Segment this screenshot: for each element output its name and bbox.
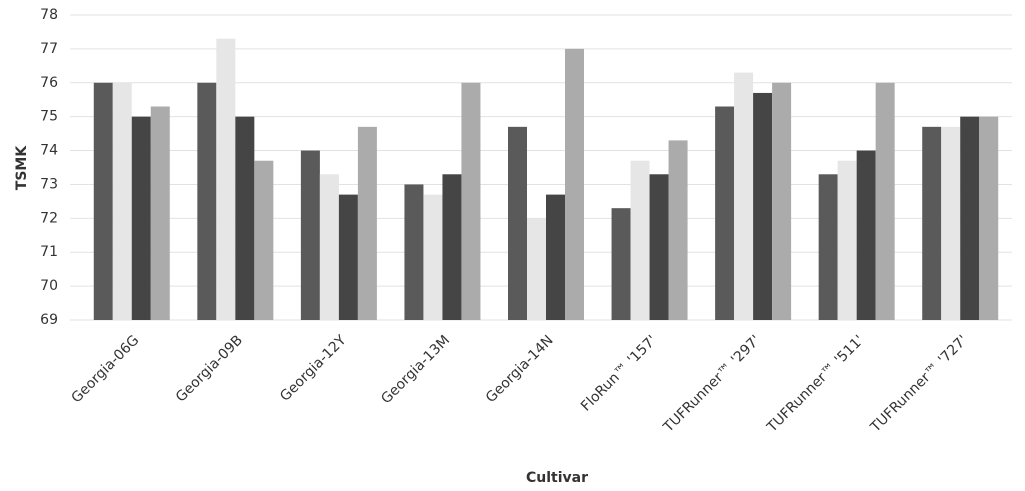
bar (960, 117, 979, 320)
bar (857, 151, 876, 320)
bar (301, 151, 320, 320)
bar (132, 117, 151, 320)
bar (734, 73, 753, 320)
bar (254, 161, 273, 320)
y-tick-label: 72 (40, 210, 58, 226)
bar (151, 107, 170, 321)
bar (320, 174, 339, 320)
bar (612, 208, 631, 320)
x-tick-label: TUFRunner™ '511' (764, 332, 868, 436)
y-tick-label: 77 (40, 41, 58, 57)
bar (922, 127, 941, 320)
x-axis-title: Cultivar (526, 470, 588, 486)
bar (216, 39, 235, 320)
x-tick-label: FloRun™ '157' (578, 332, 660, 414)
bar (753, 93, 772, 320)
x-tick-label: Georgia-09B (173, 332, 246, 405)
bar (527, 218, 546, 320)
bar (669, 140, 688, 320)
bar (442, 174, 461, 320)
y-axis-title: TSMK (14, 145, 30, 191)
bar (508, 127, 527, 320)
x-tick-label: Georgia-14N (483, 332, 557, 406)
x-tick-label: Georgia-06G (68, 332, 142, 406)
x-tick-label: Georgia-12Y (277, 332, 350, 405)
bar (546, 195, 565, 320)
bar (94, 83, 113, 320)
bar (941, 127, 960, 320)
y-tick-label: 75 (40, 109, 58, 125)
x-tick-label: TUFRunner™ '727' (867, 332, 971, 436)
bar (461, 83, 480, 320)
y-tick-label: 74 (40, 143, 58, 159)
bar (404, 184, 423, 320)
bar (819, 174, 838, 320)
bar (650, 174, 669, 320)
y-tick-label: 78 (40, 7, 58, 23)
y-tick-label: 70 (40, 278, 58, 294)
y-tick-label: 69 (40, 312, 58, 328)
bar (235, 117, 254, 320)
bar (423, 195, 442, 320)
bar (979, 117, 998, 320)
bar (876, 83, 895, 320)
bar (565, 49, 584, 320)
y-tick-label: 71 (40, 244, 58, 260)
chart: TSMK Cultivar 69 70 71 72 73 74 75 76 77 78 Georgi… (0, 0, 1025, 491)
bar (631, 161, 650, 320)
bar (339, 195, 358, 320)
bar (838, 161, 857, 320)
y-tick-label: 76 (40, 75, 58, 91)
y-tick-label: 73 (40, 176, 58, 192)
x-tick-label: TUFRunner™ '297' (660, 332, 764, 436)
bar (772, 83, 791, 320)
page: TSMK Cultivar 69 70 71 72 73 74 75 76 77 78 Georgi… (0, 0, 1025, 491)
bar (197, 83, 216, 320)
bar (358, 127, 377, 320)
bar (715, 107, 734, 321)
bar (113, 83, 132, 320)
x-tick-label: Georgia-13M (378, 332, 453, 407)
